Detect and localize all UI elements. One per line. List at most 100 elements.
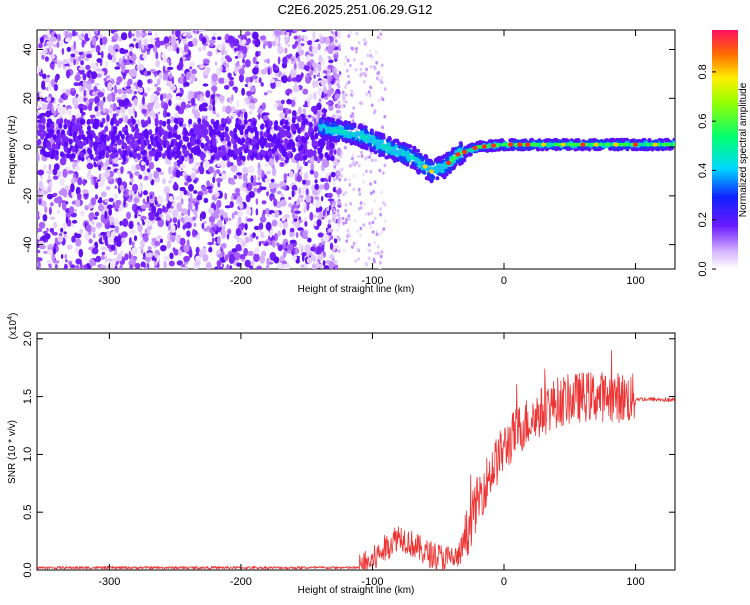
spectrogram-cell [46,193,53,200]
spectrogram-cell [332,217,335,222]
spectrogram-cell [279,119,284,126]
spectrogram-cell [328,104,334,111]
spectrogram-cell [328,82,332,90]
spectrogram-cell [42,73,47,79]
spectrogram-cell [252,120,257,127]
spectrogram-cell [337,100,341,105]
spectrogram-cell [179,190,184,200]
spectrogram-cell [334,82,337,87]
spectrogram-cell [338,177,342,182]
spectrogram-cell [51,105,54,114]
spectrogram-cell [266,257,270,266]
spectrogram-cell [319,36,326,44]
spectrogram-cell [222,154,227,161]
spectrogram-cell [339,74,343,78]
spectrogram-cell [288,109,292,114]
spectrogram-cell [217,36,222,41]
spectrogram-cell [81,39,85,48]
spectrogram-cell [168,99,172,107]
spectrogram-cell [364,70,368,75]
spectrogram-cell [313,155,318,162]
spectrogram-cell [49,216,56,220]
spectrogram-cell [126,211,131,220]
spectrogram-cell [275,100,282,104]
spectrogram-cell [115,48,118,53]
spectrogram-cell [46,151,51,158]
spectrogram-cell [168,195,174,203]
spectrogram-cell [334,39,338,43]
spectrogram-cell [665,137,670,142]
spectrogram-cell [173,117,178,124]
spectrogram-cell [59,177,65,187]
spectrogram-cell [160,128,165,135]
spectrogram-cell [321,195,324,202]
spectrogram-cell [236,156,241,162]
spectrogram-cell [93,144,98,151]
spectrogram-cell [327,91,332,97]
spectrogram-cell [345,217,348,222]
spectrogram-cell [220,135,225,142]
spectrogram-cell [39,51,44,55]
spectrogram-cell [286,186,290,191]
spectrogram-cell [271,213,275,217]
spectrogram-cell [90,71,98,80]
spectrogram-cell [342,248,346,253]
spectrogram-cell [437,163,442,167]
spectrogram-cell [224,131,228,137]
spectrogram-cell [119,47,125,55]
spectrogram-cell [192,228,196,238]
spectrogram-cell [275,80,282,88]
spectrogram-cell [166,92,173,102]
spectrogram-cell [302,88,309,95]
spectrogram-cell [367,90,371,94]
spectrogram-cell [134,111,137,118]
spectrogram-cell [200,161,203,168]
spectrogram-cell [162,73,167,81]
spectrogram-cell [66,244,73,250]
spectrogram-cell [175,105,181,111]
spectrogram-cell [220,173,227,181]
spectrogram-cell [43,130,47,137]
spectrogram-cell [287,243,294,251]
spectrogram-cell [332,45,336,49]
spectrogram-cell [84,57,89,62]
spectrogram-cell [222,224,226,232]
spectrogram-cell [374,251,377,256]
spectrogram-cell [302,137,307,144]
spectrogram-cell [169,84,177,91]
spectrogram-cell [297,106,302,115]
spectrogram-cell [364,40,368,45]
spectrogram-cell [295,74,302,83]
spectrogram-cell [583,145,588,150]
spectrogram-cell [64,30,69,39]
spectrogram-cell [215,121,219,128]
spectrogram-cell [202,70,210,76]
spectrogram-cell [150,179,155,186]
spectrogram-cell [123,198,126,208]
spectrogram-cell [322,58,325,67]
spectrogram-cell [166,118,171,125]
spectrogram-cell [183,135,187,142]
spectrogram-cell [338,41,342,46]
spectrogram-cell [221,230,226,239]
spectrogram-cell [281,75,288,84]
spectrogram-cell [135,163,141,170]
spectrogram-cell [357,154,360,159]
spectrogram-cell [197,117,202,124]
spectrogram-cell [239,73,244,83]
spectrogram-cell [286,143,291,150]
spectrogram-cell [338,167,342,172]
spectrogram-cell [86,162,94,170]
spectrogram-cell [348,217,351,222]
spectrogram-cell [307,40,313,46]
spectrogram-cell [359,226,363,231]
spectrogram-cell [363,202,366,206]
spectrogram-cell [116,106,121,110]
spectrogram-cell [187,201,193,211]
spectrogram-cell [260,186,267,191]
spectrogram-cell [362,223,366,227]
spectrogram-cell [393,138,397,143]
spectrogram-cell [241,143,246,150]
spectrogram-cell [323,125,328,130]
spectrogram-cell [159,171,164,175]
